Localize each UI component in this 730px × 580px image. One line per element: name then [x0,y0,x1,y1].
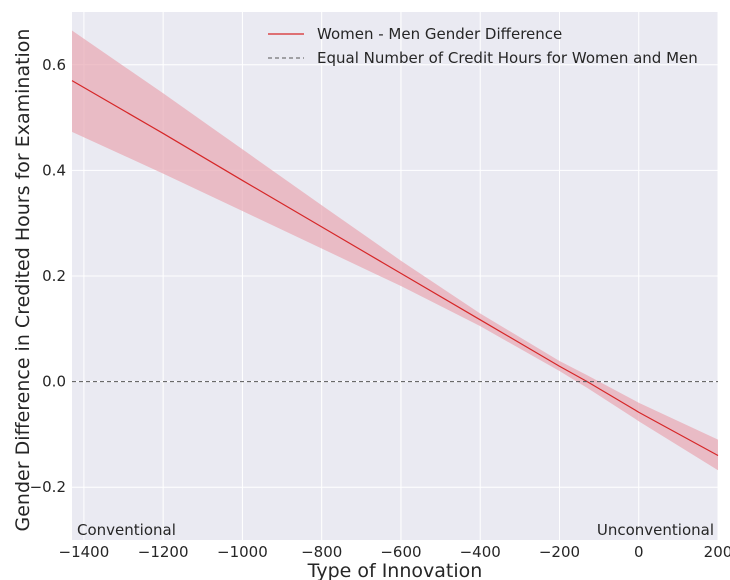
y-tick-label: 0.6 [42,56,66,74]
x-tick-label: −1400 [59,543,110,561]
x-tick-label: 200 [704,543,730,561]
x-tick-label: −200 [539,543,580,561]
x-tick-label: −1000 [217,543,268,561]
x-tick-label: −800 [301,543,342,561]
legend-label-gender-difference: Women - Men Gender Difference [317,25,562,43]
confidence-band-layer [72,30,718,471]
y-tick-label: 0.0 [42,373,66,391]
confidence-band [72,30,718,471]
annotation-unconventional: Unconventional [597,521,714,539]
x-tick-label: 0 [634,543,644,561]
x-tick-label: −600 [380,543,421,561]
series-lines-layer [71,80,719,457]
y-axis-label: Gender Difference in Credited Hours for … [12,29,34,532]
x-axis-label: Type of Innovation [307,560,483,580]
y-tick-labels: −0.2 0.0 0.2 0.4 0.6 [30,56,66,496]
legend: Women - Men Gender Difference Equal Numb… [268,25,698,67]
x-tick-label: −400 [460,543,501,561]
y-tick-label: −0.2 [30,478,66,496]
legend-label-equal-hours: Equal Number of Credit Hours for Women a… [317,49,698,67]
series-line-gender-difference [71,80,719,457]
x-tick-label: −1200 [138,543,189,561]
y-tick-label: 0.4 [42,161,66,179]
y-tick-label: 0.2 [42,267,66,285]
annotation-conventional: Conventional [77,521,176,539]
x-tick-labels: −1400 −1200 −1000 −800 −600 −400 −200 0 200 [59,543,730,561]
